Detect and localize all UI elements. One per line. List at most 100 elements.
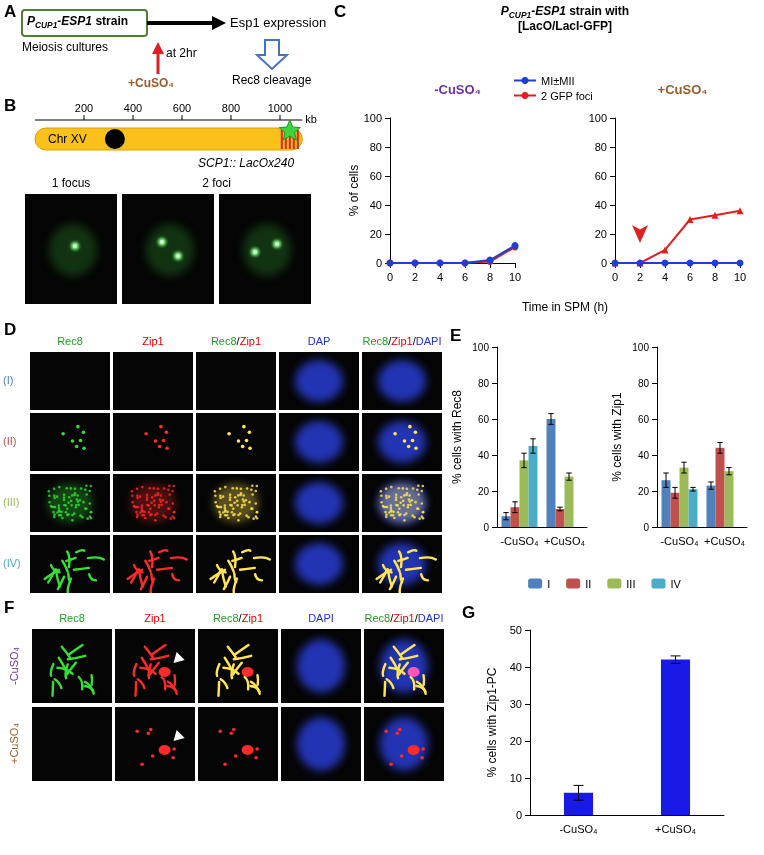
svg-text:20: 20 — [478, 486, 490, 497]
html-text:Zip1: Zip1 — [144, 612, 166, 624]
html-text:Rec8 / Zip1: Rec8 / Zip1 — [210, 335, 262, 347]
svg-text:60: 60 — [595, 170, 607, 182]
html-text:Rec8 cleavage: Rec8 cleavage — [232, 73, 312, 87]
svg-text:+CuSO₄: +CuSO₄ — [704, 535, 745, 547]
html-text:DAPI: DAPI — [308, 612, 334, 624]
html-text:B: B — [4, 96, 17, 115]
svg-text:50: 50 — [510, 624, 522, 636]
svg-text:% cells with Zip1-PC: % cells with Zip1-PC — [485, 667, 499, 777]
svg-text:80: 80 — [478, 378, 490, 389]
html-text:(III): (III) — [3, 496, 20, 508]
svg-text:40: 40 — [370, 199, 382, 211]
svg-text:-CuSO₄: -CuSO₄ — [500, 535, 539, 547]
html-text:Rec8 / Zip1 / DAPI: Rec8 / Zip1 / DAPI — [364, 612, 444, 624]
svg-text:8: 8 — [487, 271, 493, 283]
html-text:at 2hr: at 2hr — [166, 46, 197, 60]
html-text:+CuSO₄: +CuSO₄ — [8, 723, 20, 765]
html-text:C: C — [334, 2, 347, 21]
svg-text:40: 40 — [638, 450, 650, 461]
svg-text:6: 6 — [462, 271, 468, 283]
svg-text:60: 60 — [370, 170, 382, 182]
svg-text:30: 30 — [510, 698, 522, 710]
html-text:Rec8: Rec8 — [59, 612, 85, 624]
svg-text:40: 40 — [595, 199, 607, 211]
html-text:kb: kb — [305, 113, 317, 125]
html-text:Time in SPM (h): Time in SPM (h) — [521, 300, 609, 314]
svg-text:100: 100 — [589, 112, 607, 124]
html-text:-CuSO₄: -CuSO₄ — [8, 647, 20, 686]
svg-text:0: 0 — [601, 257, 607, 269]
svg-text:0: 0 — [612, 271, 618, 283]
html-text:(IV): (IV) — [3, 557, 21, 569]
html-text:1000: 1000 — [267, 102, 293, 114]
svg-text:0: 0 — [376, 257, 382, 269]
svg-text:80: 80 — [638, 378, 650, 389]
svg-text:-CuSO₄: -CuSO₄ — [660, 535, 699, 547]
html-text:E: E — [450, 326, 462, 345]
svg-text:4: 4 — [437, 271, 443, 283]
html-text:200: 200 — [74, 102, 94, 114]
svg-text:2 GFP foci: 2 GFP foci — [541, 90, 593, 102]
svg-text:-CuSO₄: -CuSO₄ — [559, 823, 598, 835]
svg-text:2: 2 — [412, 271, 418, 283]
svg-text:0: 0 — [387, 271, 393, 283]
html-text:400: 400 — [123, 102, 143, 114]
svg-text:4: 4 — [662, 271, 668, 283]
html-text:Zip1: Zip1 — [142, 335, 164, 347]
svg-text:80: 80 — [595, 141, 607, 153]
svg-text:20: 20 — [510, 735, 522, 747]
svg-text:6: 6 — [687, 271, 693, 283]
svg-text:20: 20 — [638, 486, 650, 497]
svg-text:20: 20 — [370, 228, 382, 240]
svg-text:2: 2 — [637, 271, 643, 283]
html-text:2 foci: 2 foci — [202, 176, 231, 190]
html-text:Rec8 / Zip1 / DAPI: Rec8 / Zip1 / DAPI — [362, 335, 442, 347]
svg-text:60: 60 — [638, 414, 650, 425]
svg-text:III: III — [626, 578, 635, 590]
html-text:PCUP1-ESP1 strain with: PCUP1-ESP1 strain with — [500, 4, 630, 21]
html-text:Rec8 / Zip1: Rec8 / Zip1 — [212, 612, 264, 624]
svg-text:+CuSO₄: +CuSO₄ — [658, 82, 708, 97]
svg-text:MI±MII: MI±MII — [541, 75, 575, 87]
html-text:A: A — [4, 2, 17, 21]
svg-text:40: 40 — [478, 450, 490, 461]
svg-text:+CuSO₄: +CuSO₄ — [544, 535, 585, 547]
html-text:PCUP1-ESP1 strain: PCUP1-ESP1 strain — [27, 14, 129, 31]
html-text:+CuSO₄: +CuSO₄ — [128, 76, 175, 90]
html-text:(II): (II) — [3, 435, 17, 447]
html-text:G: G — [462, 603, 476, 622]
svg-text:100: 100 — [472, 342, 489, 353]
svg-text:40: 40 — [510, 661, 522, 673]
svg-text:IV: IV — [670, 578, 681, 590]
svg-text:10: 10 — [510, 772, 522, 784]
svg-text:0: 0 — [516, 809, 522, 821]
svg-text:8: 8 — [712, 271, 718, 283]
svg-text:60: 60 — [478, 414, 490, 425]
svg-text:20: 20 — [595, 228, 607, 240]
svg-text:10: 10 — [509, 271, 521, 283]
svg-text:100: 100 — [364, 112, 382, 124]
svg-text:% of cells: % of cells — [347, 165, 361, 216]
svg-text:0: 0 — [643, 522, 649, 533]
html-text:Meiosis cultures: Meiosis cultures — [22, 40, 108, 54]
svg-text:% cells with Zip1: % cells with Zip1 — [610, 392, 624, 482]
html-text:Chr XV: Chr XV — [48, 132, 87, 146]
svg-text:I: I — [547, 578, 550, 590]
html-text:D: D — [4, 320, 17, 339]
svg-text:+CuSO₄: +CuSO₄ — [655, 823, 696, 835]
svg-text:II: II — [585, 578, 591, 590]
html-text:Rec8: Rec8 — [57, 335, 83, 347]
html-text:800: 800 — [221, 102, 241, 114]
html-text:600: 600 — [172, 102, 192, 114]
svg-text:100: 100 — [632, 342, 649, 353]
html-text:SCP1:: LacOx240: SCP1:: LacOx240 — [198, 156, 295, 170]
svg-text:80: 80 — [370, 141, 382, 153]
html-text:[LacO/LacI-GFP]: [LacO/LacI-GFP] — [518, 19, 612, 33]
svg-text:-CuSO₄: -CuSO₄ — [434, 82, 481, 97]
svg-text:10: 10 — [734, 271, 746, 283]
html-text:DAP: DAP — [307, 335, 331, 347]
svg-text:0: 0 — [483, 522, 489, 533]
svg-text:% cells with Rec8: % cells with Rec8 — [450, 390, 464, 484]
html-text:1 focus: 1 focus — [51, 176, 91, 190]
html-text:Esp1 expression: Esp1 expression — [230, 15, 327, 30]
